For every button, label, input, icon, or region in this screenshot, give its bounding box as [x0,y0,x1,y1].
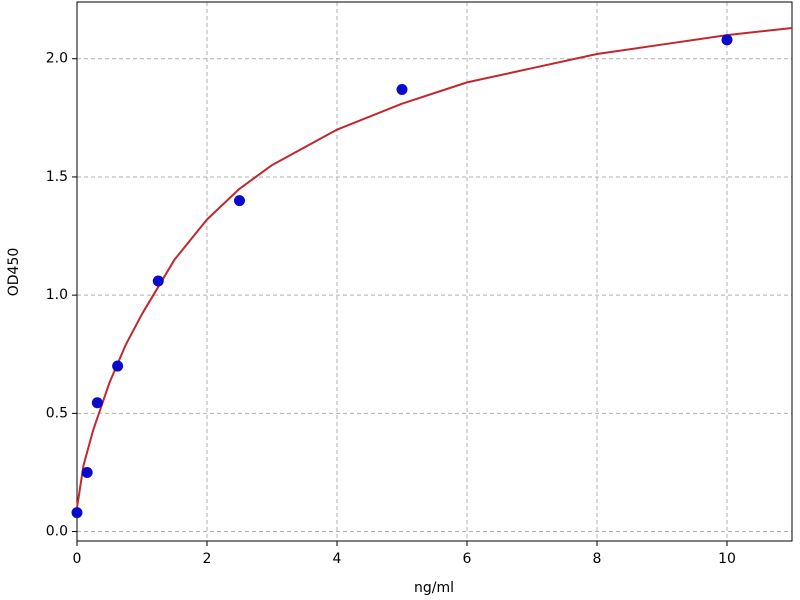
y-tick-label: 1.0 [46,287,68,303]
x-tick-label: 2 [203,551,212,567]
y-tick-label: 0.5 [46,405,68,421]
x-axis-label: ng/ml [414,580,454,596]
plot-frame [76,1,793,542]
data-point [112,360,124,372]
y-tick-label: 0.0 [46,524,68,540]
data-point [152,275,164,287]
fit-curve [76,27,793,509]
data-point [81,466,93,478]
x-tick-label: 10 [718,551,736,567]
x-tick-label: 4 [333,551,342,567]
x-tick-label: 6 [463,551,472,567]
data-point [234,195,245,207]
x-tick-label: 8 [593,551,602,567]
data-point [721,34,733,46]
y-axis-label: OD450 [6,248,22,297]
data-point [396,83,408,95]
y-tick-label: 2.0 [46,51,68,67]
y-tick-label: 1.5 [46,169,68,185]
x-tick-label: 0 [73,551,82,567]
data-point [71,507,83,519]
data-point [91,397,103,409]
